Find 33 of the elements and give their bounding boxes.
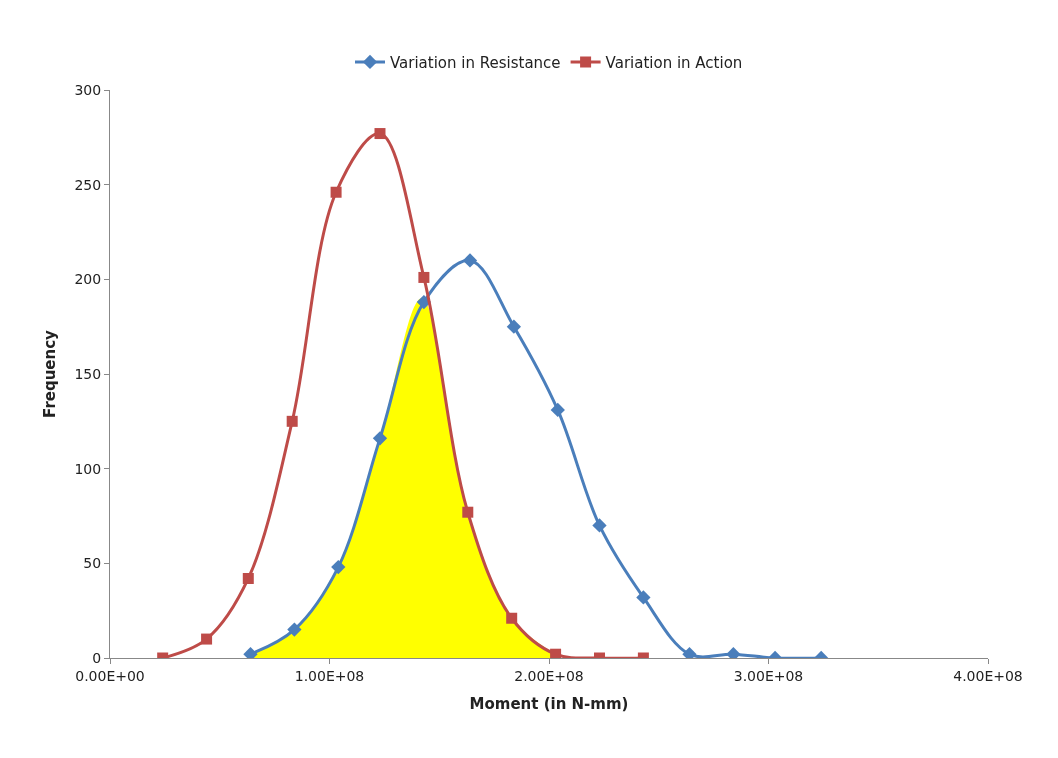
y-tick-label: 0 — [92, 649, 102, 666]
point — [330, 186, 342, 198]
point — [201, 633, 213, 645]
legend-label: Variation in Resistance — [390, 53, 561, 72]
x-tick-label: 4.00E+08 — [953, 667, 1023, 684]
point — [636, 590, 651, 605]
point — [418, 271, 430, 283]
point — [374, 128, 386, 140]
point — [286, 415, 298, 427]
y-tick-label: 250 — [74, 176, 102, 193]
point — [242, 572, 254, 584]
point — [462, 506, 474, 518]
x-tick-label: 0.00E+00 — [75, 667, 145, 684]
point — [506, 612, 518, 624]
x-tick-label: 3.00E+08 — [733, 667, 804, 684]
point — [506, 319, 522, 334]
y-tick-label: 300 — [74, 81, 102, 98]
x-tick-label: 1.00E+08 — [294, 667, 365, 684]
x-axis-title: Moment (in N-mm) — [469, 694, 629, 713]
point — [550, 402, 565, 418]
y-tick-label: 50 — [83, 555, 102, 572]
point — [331, 559, 346, 575]
point — [287, 622, 302, 637]
point — [462, 253, 478, 268]
y-axis-title: Frequency — [40, 329, 59, 418]
point — [372, 431, 388, 446]
x-tick-label: 2.00E+08 — [514, 667, 584, 684]
legend-label: Variation in Action — [605, 53, 743, 72]
point — [592, 518, 607, 533]
y-tick-label: 150 — [74, 365, 102, 382]
y-tick-label: 200 — [74, 271, 102, 288]
y-tick-label: 100 — [74, 460, 102, 477]
point — [550, 648, 562, 658]
